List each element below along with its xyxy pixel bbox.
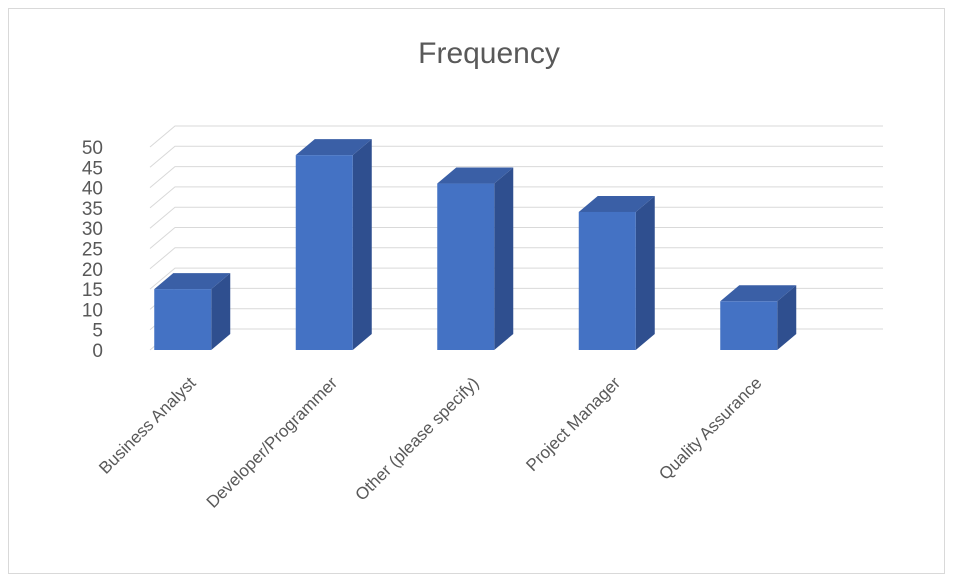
- x-category-label: Quality Assurance: [655, 373, 765, 483]
- y-tick-label: 25: [82, 240, 103, 261]
- gridline: [149, 145, 883, 168]
- bar-side-face: [777, 285, 797, 350]
- bar-top-face: [720, 285, 797, 302]
- bar-front-face: [720, 301, 778, 350]
- bar: [720, 285, 797, 350]
- y-tick-label: 40: [82, 179, 103, 200]
- gridline: [149, 166, 883, 188]
- gridline: [149, 125, 883, 148]
- bar: [154, 273, 231, 350]
- y-tick-label: 10: [82, 300, 103, 321]
- x-category-label: Developer/Programmer: [203, 373, 342, 512]
- bar: [578, 195, 655, 350]
- x-category-label: Business Analyst: [95, 373, 200, 478]
- bar-front-face: [295, 155, 353, 350]
- bar: [295, 139, 372, 350]
- y-tick-label: 50: [82, 138, 103, 159]
- gridline: [149, 186, 883, 209]
- y-tick-label: 5: [92, 321, 103, 342]
- x-category-label: Other (please specify): [352, 373, 483, 504]
- bar-front-face: [154, 289, 212, 350]
- gridline: [149, 227, 883, 249]
- y-tick-label: 0: [92, 341, 103, 362]
- bar-side-face: [352, 139, 372, 350]
- bar-top-face: [295, 139, 372, 156]
- x-axis-category-labels: Business Analyst Developer/Programmer Othe…: [95, 373, 765, 512]
- y-tick-label: 15: [82, 280, 103, 301]
- gridline: [149, 247, 883, 270]
- bar-side-face: [494, 167, 514, 350]
- bar-front-face: [578, 211, 636, 350]
- y-tick-label: 20: [82, 260, 103, 281]
- bar-front-face: [437, 183, 495, 350]
- x-category-label: Project Manager: [522, 373, 624, 475]
- y-tick-label: 30: [82, 219, 103, 240]
- bar-side-face: [635, 195, 655, 350]
- bar-top-face: [154, 273, 231, 290]
- bar-side-face: [211, 273, 231, 350]
- bar-top-face: [437, 167, 514, 184]
- y-tick-label: 35: [82, 199, 103, 220]
- bar-top-face: [578, 195, 655, 212]
- y-tick-label: 45: [82, 158, 103, 179]
- chart-title: Frequency: [418, 37, 560, 70]
- bar: [437, 167, 514, 350]
- gridline: [149, 206, 883, 229]
- bars: [154, 139, 797, 350]
